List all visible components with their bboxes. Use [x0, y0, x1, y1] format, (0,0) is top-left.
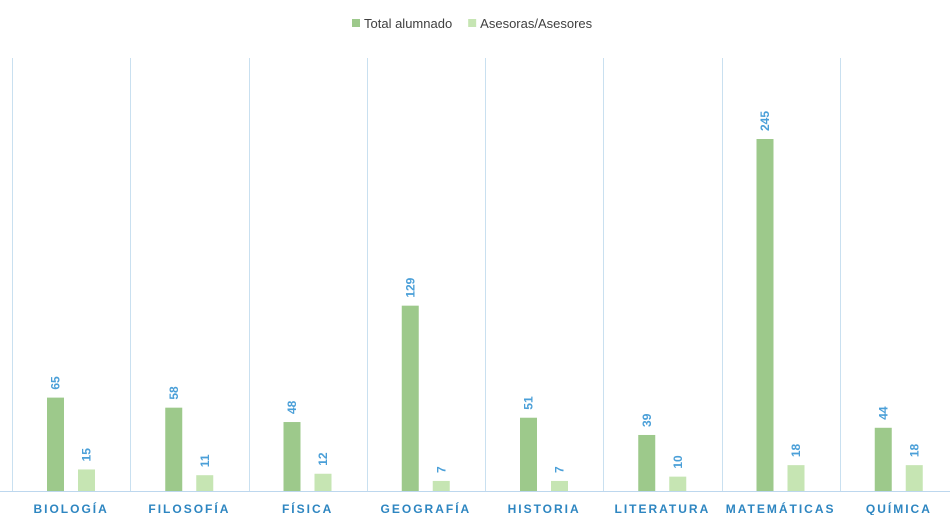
data-label: 51 [522, 396, 536, 410]
data-label: 15 [80, 448, 94, 462]
bar [283, 422, 301, 491]
data-label: 44 [876, 406, 890, 420]
data-label: 58 [167, 386, 181, 400]
category-label: BIOLOGÍA [33, 501, 108, 515]
bar [756, 139, 774, 491]
data-label: 245 [758, 111, 772, 131]
data-label: 129 [403, 277, 417, 297]
bar [787, 465, 805, 491]
data-label: 7 [553, 466, 567, 473]
category-label: FILOSOFÍA [148, 501, 230, 515]
bar [874, 427, 892, 491]
category-label: MATEMÁTICAS [726, 501, 836, 515]
category-label: FÍSICA [282, 501, 333, 515]
bar [520, 417, 537, 491]
data-label: 18 [789, 443, 803, 457]
data-label: 48 [285, 400, 299, 414]
data-label: 11 [198, 454, 212, 467]
bar [905, 465, 923, 491]
bar [78, 469, 95, 491]
bar [314, 473, 332, 491]
bar [165, 407, 183, 491]
bar [669, 476, 687, 491]
data-label: 65 [49, 376, 63, 390]
category-separators [12, 58, 841, 491]
legend-entry: Total alumnado [364, 16, 452, 31]
category-label: GEOGRAFÍA [381, 501, 472, 515]
data-label: 12 [316, 452, 330, 466]
bar [401, 305, 419, 491]
category-label: HISTORIA [508, 502, 581, 515]
category-labels: BIOLOGÍA FILOSOFÍA FÍSICA GEOGRAFÍA HISTORIA… [33, 501, 932, 515]
bar [47, 397, 64, 491]
legend-entry: Asesoras/Asesores [480, 16, 592, 31]
data-label: 18 [907, 443, 921, 457]
data-label: 7 [434, 466, 448, 473]
bar [196, 475, 214, 491]
category-label: LITERATURA [614, 502, 710, 515]
data-label: 39 [640, 413, 654, 427]
bar [551, 480, 568, 491]
category-label: QUÍMICA [866, 501, 932, 515]
data-label: 10 [671, 455, 685, 469]
bars [47, 139, 923, 491]
data-labels: 65 15 58 11 48 12 129 7 51 7 39 10 245 18 44 18 [49, 111, 922, 473]
bar [432, 480, 450, 491]
legend-swatch [352, 19, 360, 27]
legend-swatch [468, 19, 477, 27]
legend: Total alumnado Asesoras/Asesores [352, 16, 593, 31]
bar [638, 434, 656, 491]
